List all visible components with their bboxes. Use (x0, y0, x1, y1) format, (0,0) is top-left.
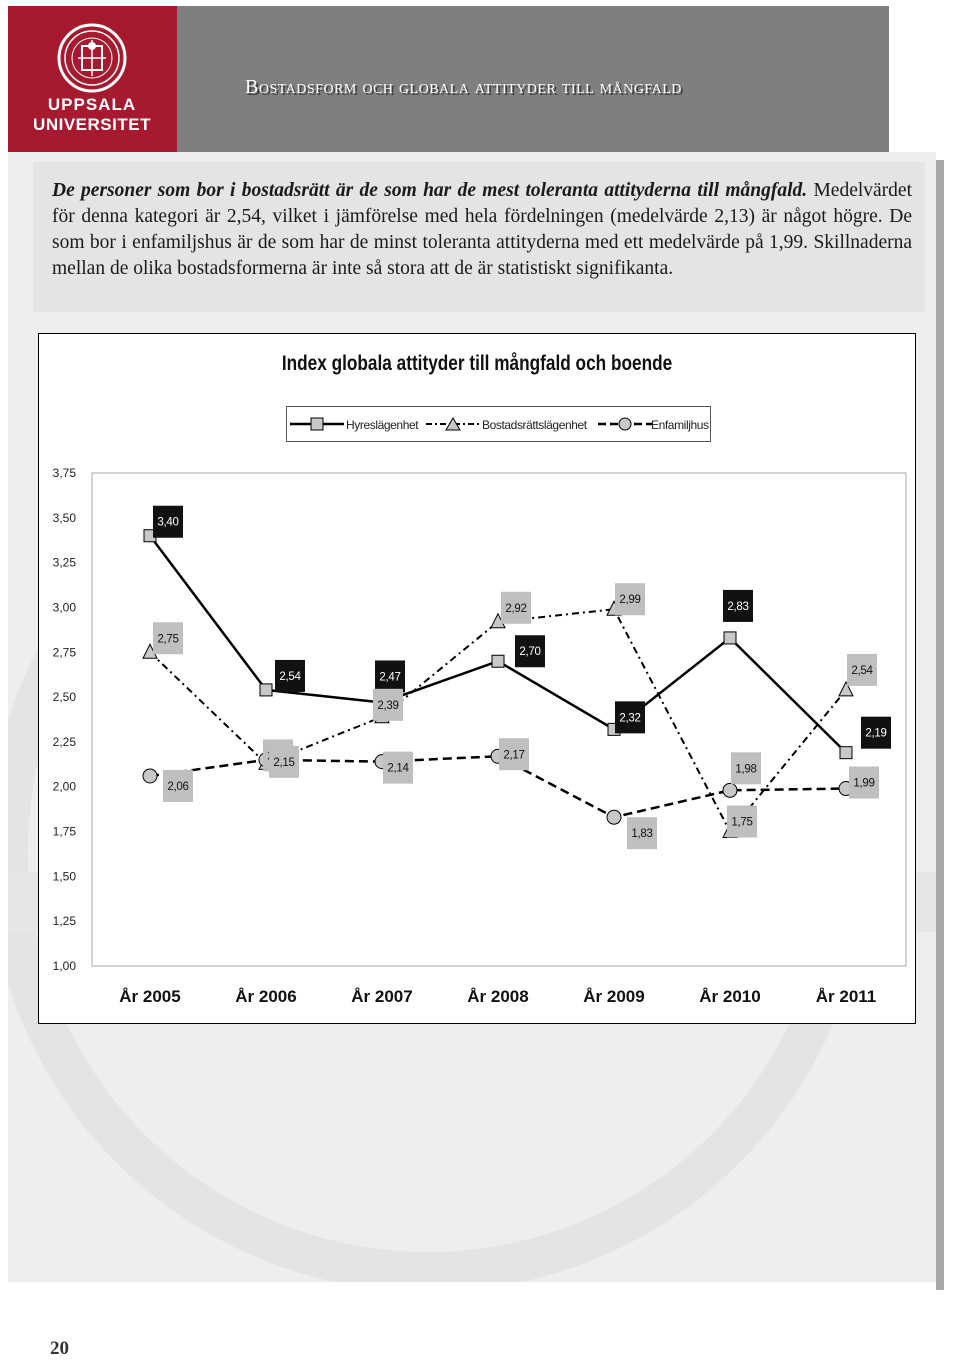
data-label-box (163, 769, 193, 802)
series-line-0 (149, 534, 847, 754)
chart-axes: 1,00 1,25 1,50 1,75 2,00 2,25 2,50 2,75 3,00 3,25… (53, 466, 907, 1006)
data-label-box (627, 817, 657, 850)
data-label-box (153, 505, 183, 538)
data-label: 2,17 (503, 749, 524, 761)
legend-label-hyreslagenhet: Hyreslägenhet (346, 418, 419, 432)
legend-symbols (290, 417, 652, 431)
data-label: 2,54 (851, 665, 873, 677)
data-label-box (723, 589, 753, 622)
plot-area (91, 472, 907, 967)
data-point-triangle (838, 680, 854, 697)
y-tick-label: 3,75 (53, 466, 77, 480)
data-label-box (861, 716, 891, 749)
page-number: 20 (50, 1338, 69, 1359)
y-tick-label: 3,00 (53, 600, 77, 614)
data-label: 2,39 (377, 700, 398, 712)
data-label: 1,99 (853, 778, 874, 790)
data-label-box (615, 583, 645, 616)
data-label: 2,54 (279, 671, 301, 683)
y-tick-label: 2,25 (53, 735, 77, 749)
data-label: 2,47 (379, 671, 400, 683)
data-point-square (723, 631, 737, 645)
logo-line-1: UPPSALA (48, 95, 136, 114)
x-category-label: År 2011 (816, 987, 877, 1006)
intro-body: Medelvärdet för denna kategori är 2,54, … (52, 180, 912, 279)
data-label: 2,75 (157, 633, 178, 645)
intro-lead: De personer som bor i bostadsrätt är de … (52, 180, 808, 201)
data-label: 3,40 (157, 517, 178, 529)
data-label-box (849, 766, 879, 799)
data-label-box (375, 660, 405, 693)
legend-circle-icon (618, 417, 632, 431)
data-label: 1,98 (735, 763, 756, 775)
intro-paragraph: De personer som bor i bostadsrätt är de … (52, 178, 912, 282)
y-tick-label: 3,50 (53, 511, 77, 525)
header-title: Bostadsform och globala attityder till m… (245, 76, 682, 98)
y-tick-label: 2,00 (53, 780, 77, 794)
x-category-label: År 2005 (119, 987, 180, 1006)
x-category-label: År 2010 (699, 987, 760, 1006)
data-label: 2,19 (865, 728, 886, 740)
data-point-square (839, 746, 853, 760)
y-tick-label: 1,75 (53, 825, 77, 839)
data-point-square (491, 654, 505, 668)
data-label-box (727, 805, 757, 838)
y-tick-label: 3,25 (53, 556, 77, 570)
data-label-box (501, 591, 531, 624)
page-shadow (936, 160, 944, 1290)
legend-label-bostadsratt: Bostadsrättslägenhet (482, 418, 587, 432)
y-tick-label: 1,25 (53, 914, 77, 928)
header-bar (177, 6, 889, 152)
logo-line-2: UNIVERSITET (33, 115, 151, 134)
chart-series (142, 529, 854, 839)
intro-box (33, 162, 925, 312)
data-label-box (269, 745, 299, 778)
y-tick-label: 1,00 (53, 959, 77, 973)
data-label: 1,83 (631, 828, 652, 840)
university-logo: UPPSALA UNIVERSITET (8, 6, 177, 157)
series-line-1 (149, 608, 847, 834)
data-label: 1,75 (731, 817, 752, 829)
data-label-box (275, 659, 305, 692)
data-label-box (373, 688, 403, 721)
data-label-box (499, 738, 529, 771)
data-label: 2,99 (619, 594, 640, 606)
data-label-box (615, 701, 645, 734)
data-label-box (731, 752, 761, 785)
legend-triangle-icon (445, 417, 461, 431)
legend-label-enfamiljhus: Enfamiljhus (651, 418, 709, 432)
data-label: 2,32 (619, 712, 640, 724)
data-point-circle (142, 768, 158, 784)
data-point-circle (722, 782, 738, 798)
chart-data-labels: 3,402,542,472,702,322,832,192,752,132,39… (153, 505, 891, 850)
legend-square-icon (310, 417, 324, 431)
data-label: 2,83 (727, 601, 748, 613)
data-label-box (153, 622, 183, 655)
x-category-label: År 2008 (467, 987, 528, 1006)
data-label: 2,15 (273, 757, 294, 769)
header-title-shadow: Bostadsform och globala attityder till m… (247, 78, 684, 100)
data-label: 2,14 (387, 763, 409, 775)
data-label: 2,92 (505, 603, 526, 615)
data-point-circle (606, 809, 622, 825)
data-label: 2,06 (167, 781, 188, 793)
data-label-box (383, 751, 413, 784)
university-seal-icon: UPPSALA UNIVERSITET (33, 23, 151, 134)
data-point-square (259, 683, 273, 697)
y-tick-label: 1,50 (53, 869, 77, 883)
data-label-box (515, 635, 545, 668)
x-category-label: År 2006 (235, 987, 296, 1006)
y-tick-label: 2,50 (53, 690, 77, 704)
x-category-label: År 2007 (351, 987, 412, 1006)
x-category-label: År 2009 (583, 987, 644, 1006)
data-label: 2,70 (519, 646, 540, 658)
chart-title: Index globala attityder till mångfald oc… (281, 352, 673, 375)
y-tick-label: 2,75 (53, 645, 77, 659)
data-label-box (847, 653, 877, 686)
